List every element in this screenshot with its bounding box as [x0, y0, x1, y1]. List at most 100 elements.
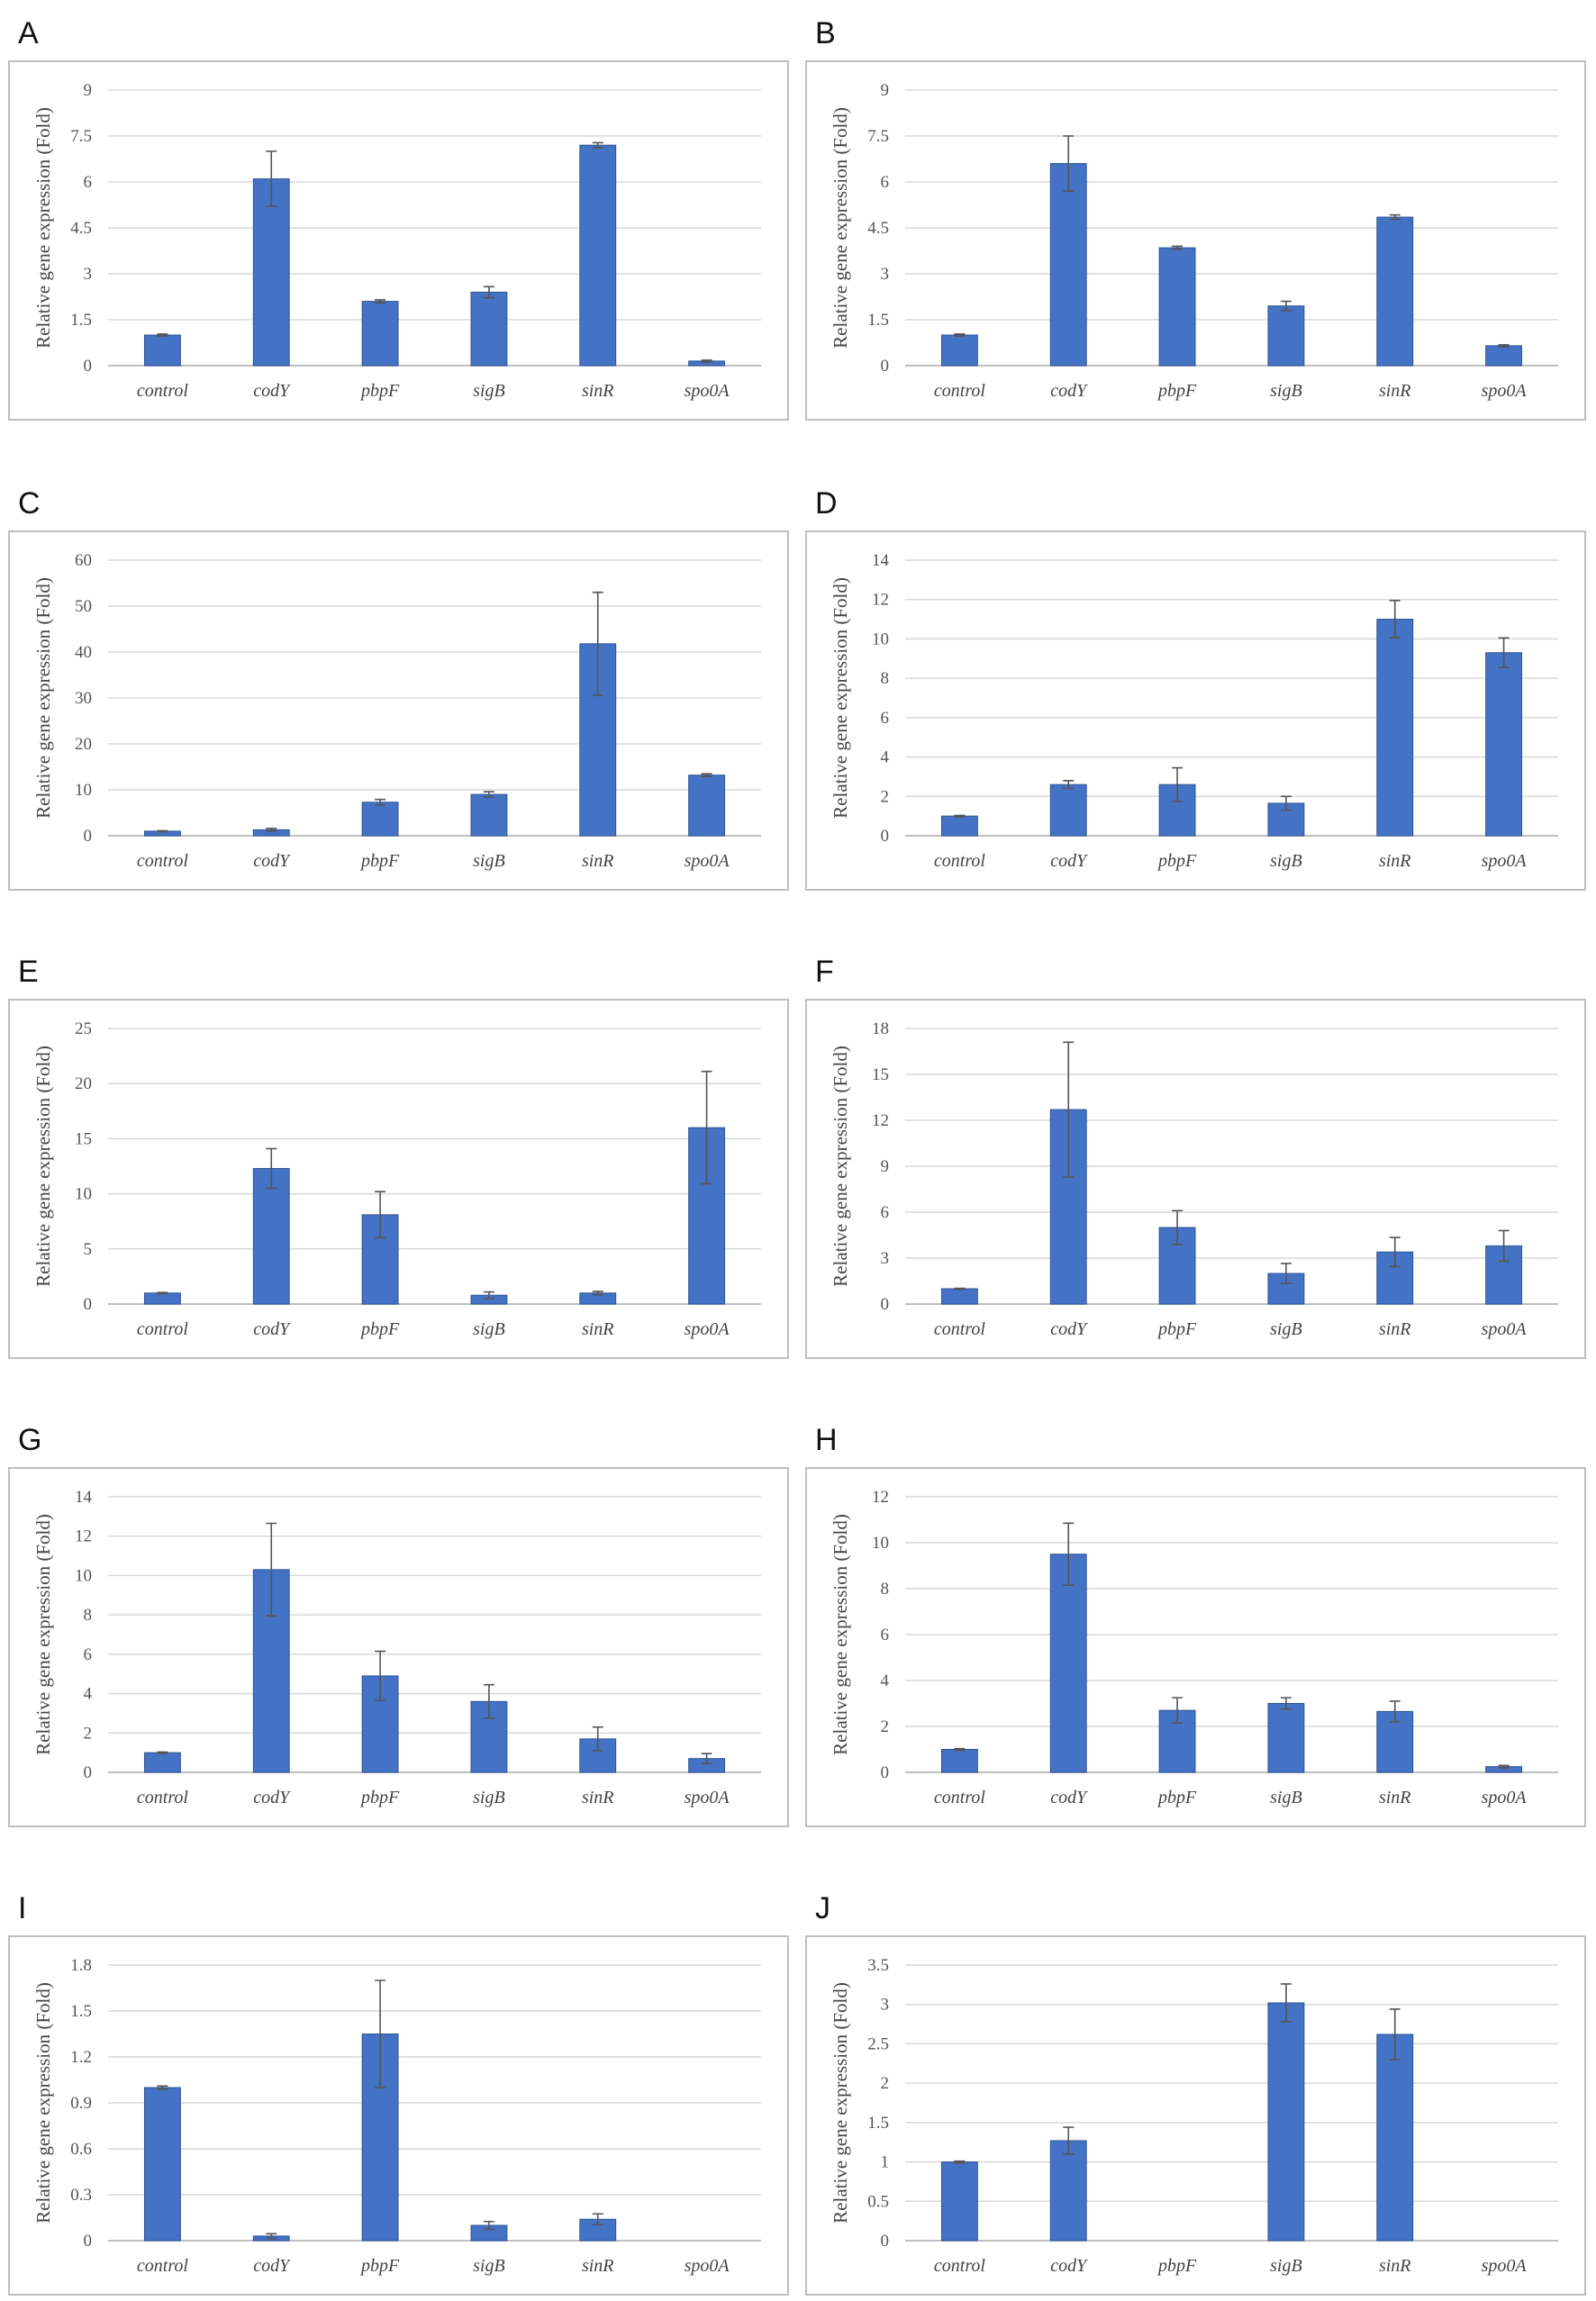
error-bar-pbpF — [375, 1191, 386, 1239]
y-tick-label: 3.5 — [867, 1956, 889, 1975]
y-tick-label: 25 — [75, 1019, 92, 1038]
y-tick-label: 4.5 — [70, 219, 92, 238]
bar-control — [940, 334, 978, 367]
x-tick-label: spo0A — [685, 1788, 730, 1807]
bar-codY — [252, 1167, 290, 1305]
y-tick-label: 1.2 — [70, 2048, 92, 2067]
y-tick-label: 1.5 — [867, 2114, 889, 2133]
y-tick-label: 10 — [75, 1185, 92, 1204]
y-tick-label: 0 — [881, 357, 890, 376]
error-bar-control — [157, 333, 168, 337]
bar-codY — [252, 178, 290, 367]
y-tick-label: 18 — [872, 1019, 889, 1038]
x-tick-label: sigB — [1270, 2256, 1302, 2276]
y-tick-label: 2 — [881, 1717, 890, 1736]
y-tick-label: 12 — [872, 591, 889, 610]
panel-label: I — [18, 1891, 26, 1925]
error-bar-codY — [266, 828, 277, 832]
x-tick-label: control — [934, 1788, 985, 1807]
chart-panel-g: G 0 2 4 6 8 10 12 14 Relative gene expression (Fo… — [8, 1423, 789, 1827]
error-bar-codY — [266, 150, 277, 207]
x-tick-label: sigB — [473, 1788, 505, 1807]
y-tick-label: 8 — [881, 669, 890, 688]
error-bar-sigB — [1280, 795, 1292, 811]
bar-sigB — [1267, 1703, 1305, 1773]
bar-codY — [1049, 163, 1087, 367]
error-bar-control — [954, 333, 966, 337]
panel-label: A — [18, 16, 39, 50]
error-bar-sigB — [483, 1291, 494, 1300]
y-tick-label: 12 — [872, 1111, 889, 1130]
x-tick-label: sinR — [1379, 1788, 1411, 1807]
y-tick-label: 9 — [881, 1157, 890, 1176]
y-axis-label: Relative gene expression (Fold) — [830, 1982, 851, 2224]
error-bar-sinR — [1389, 600, 1401, 639]
error-bar-pbpF — [1172, 1209, 1183, 1246]
y-tick-label: 10 — [872, 1534, 889, 1553]
x-tick-label: spo0A — [685, 851, 730, 871]
bar-control — [143, 1292, 181, 1305]
error-bar-control — [954, 1287, 966, 1291]
x-tick-label: codY — [1050, 1788, 1088, 1807]
error-bar-sigB — [483, 2220, 494, 2231]
y-tick-label: 1.5 — [70, 311, 92, 330]
error-bar-spo0A — [1498, 1229, 1510, 1263]
y-tick-label: 50 — [75, 597, 92, 616]
y-tick-label: 1.8 — [70, 1956, 92, 1975]
y-axis-label: Relative gene expression (Fold) — [32, 1046, 54, 1287]
x-tick-label: sigB — [1270, 1788, 1302, 1807]
chart-panel-b: B 0 1.5 3 4.5 6 7.5 9 Relative gene expression (… — [805, 16, 1586, 421]
error-bar-spo0A — [1498, 344, 1510, 348]
bar-sigB — [1267, 2002, 1305, 2242]
y-tick-label: 20 — [75, 1074, 92, 1093]
bar-sigB — [1267, 305, 1305, 367]
y-tick-label: 6 — [84, 173, 93, 192]
y-axis-label: Relative gene expression (Fold) — [830, 1514, 851, 1755]
y-tick-label: 6 — [84, 1645, 93, 1664]
y-tick-label: 0 — [881, 1763, 890, 1782]
y-tick-label: 4 — [881, 1671, 890, 1690]
y-tick-label: 15 — [75, 1129, 92, 1148]
error-bar-codY — [1063, 2126, 1075, 2155]
y-tick-label: 0 — [84, 1295, 93, 1314]
bar-sinR — [579, 144, 617, 367]
x-tick-label: control — [934, 2256, 985, 2276]
x-tick-label: codY — [253, 1788, 291, 1807]
error-bar-spo0A — [701, 1070, 712, 1185]
x-tick-label: pbpF — [359, 1788, 400, 1807]
y-tick-label: 14 — [872, 551, 890, 570]
y-tick-label: 3 — [881, 265, 890, 284]
x-tick-label: sinR — [582, 1319, 614, 1339]
x-tick-label: spo0A — [685, 2256, 730, 2276]
chart-panel-d: D 0 2 4 6 8 10 12 14 Relative gene expression (Fo… — [805, 486, 1586, 891]
x-tick-label: sigB — [473, 1319, 505, 1339]
y-tick-label: 10 — [75, 1566, 92, 1585]
bar-sinR — [1376, 2034, 1414, 2242]
x-tick-label: codY — [253, 851, 291, 871]
x-tick-label: pbpF — [1156, 2256, 1197, 2276]
error-bar-sigB — [483, 1683, 494, 1719]
error-bar-codY — [266, 2233, 277, 2240]
x-tick-label: codY — [253, 1319, 291, 1339]
error-bar-codY — [1063, 780, 1075, 790]
error-bar-spo0A — [701, 359, 712, 363]
y-tick-label: 1.5 — [867, 311, 889, 330]
bar-codY — [1049, 1554, 1087, 1773]
y-tick-label: 0 — [84, 2232, 93, 2251]
error-bar-codY — [1063, 1041, 1075, 1178]
y-tick-label: 10 — [872, 630, 889, 648]
error-bar-pbpF — [375, 1979, 386, 2088]
y-tick-label: 5 — [84, 1240, 93, 1259]
x-tick-label: control — [137, 1788, 188, 1807]
error-bar-sinR — [1389, 213, 1401, 221]
x-tick-label: spo0A — [1482, 1788, 1528, 1807]
x-tick-label: pbpF — [1156, 1788, 1197, 1807]
bar-sigB — [470, 291, 508, 367]
bar-control — [143, 1752, 181, 1773]
bar-spo0A — [1485, 345, 1523, 367]
bar-control — [940, 1749, 978, 1773]
error-bar-sinR — [592, 141, 603, 149]
y-tick-label: 14 — [75, 1488, 93, 1507]
bar-pbpF — [1158, 247, 1196, 367]
